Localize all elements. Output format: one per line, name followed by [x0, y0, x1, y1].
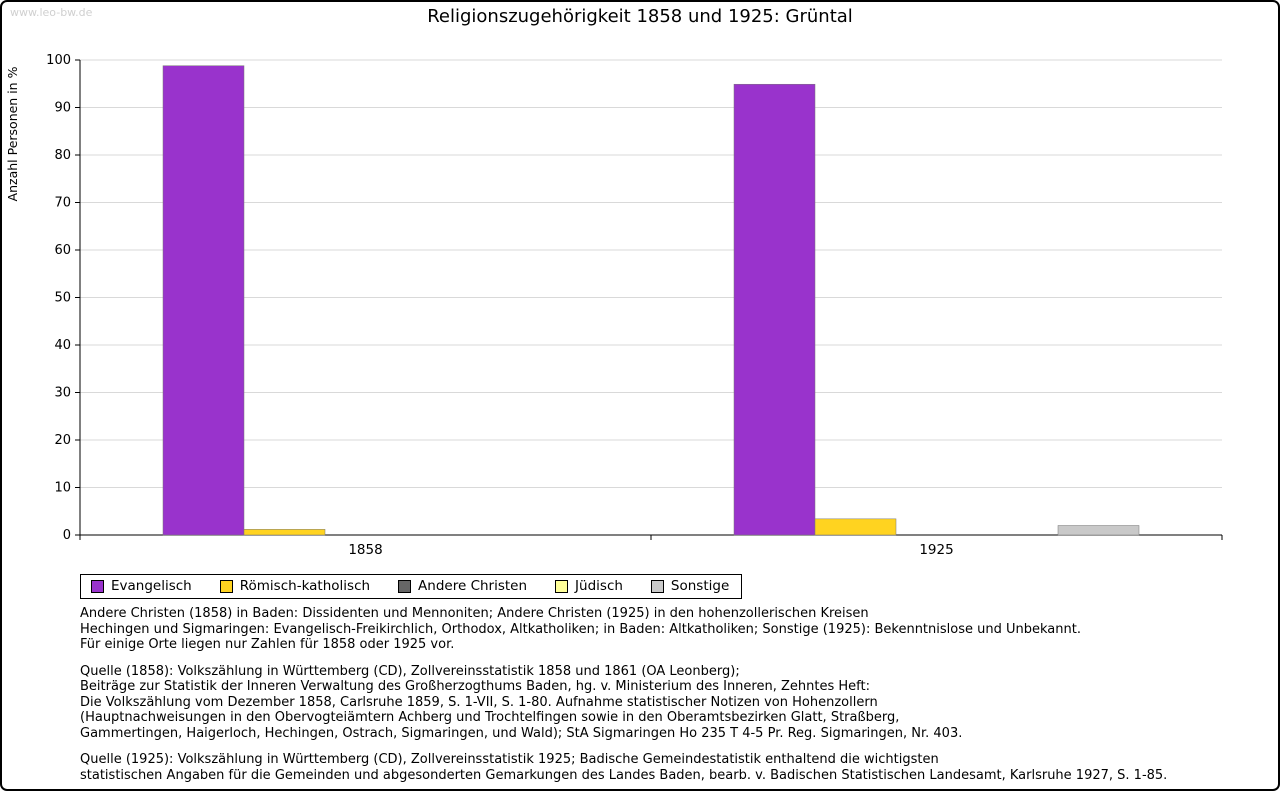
chart-title: Religionszugehörigkeit 1858 und 1925: Gr… — [427, 6, 853, 27]
bar-1925-Sonstige — [1057, 525, 1140, 536]
legend-item: Jüdisch — [555, 578, 623, 594]
footnote-source-1858: Quelle (1858): Volkszählung in Württembe… — [80, 663, 963, 741]
legend-item: Sonstige — [650, 578, 730, 594]
y-tick-label: 30 — [54, 386, 71, 401]
legend-label: Römisch-katholisch — [239, 578, 371, 594]
y-tick-label: 10 — [54, 481, 71, 496]
y-tick-label: 50 — [54, 291, 71, 306]
legend-swatch — [555, 579, 569, 593]
y-tick-label: 0 — [63, 528, 71, 543]
chart-legend: Evangelisch Römisch-katholisch Andere Chri… — [80, 574, 743, 599]
legend-swatch — [398, 579, 412, 593]
legend-item: Andere Christen — [398, 578, 527, 594]
bar-1925-Evangelisch — [733, 83, 816, 536]
legend-swatch — [91, 579, 104, 593]
x-tick-label: 1858 — [348, 542, 382, 558]
y-axis-label: Anzahl Personen in % — [5, 66, 20, 201]
legend-label: Andere Christen — [418, 578, 528, 594]
legend-item: Römisch-katholisch — [219, 578, 371, 594]
x-tick-label: 1925 — [919, 542, 953, 558]
y-tick-label: 60 — [54, 243, 71, 258]
y-tick-label: 70 — [54, 196, 71, 211]
y-tick-label: 90 — [54, 101, 71, 116]
bar-1858-Römisch-katholisch — [243, 529, 326, 536]
legend-swatch — [219, 579, 233, 593]
legend-item: Evangelisch — [91, 578, 192, 594]
legend-label: Evangelisch — [111, 578, 192, 594]
y-tick-label: 20 — [54, 433, 71, 448]
legend-label: Sonstige — [670, 578, 730, 594]
y-tick-label: 40 — [54, 338, 71, 353]
bar-1858-Evangelisch — [162, 65, 245, 536]
bar-chart: 0 10 20 30 40 50 60 70 80 90 100 1858 1925 Anzahl Per… — [5, 53, 1223, 558]
legend-swatch — [650, 579, 664, 593]
legend-label: Jüdisch — [575, 578, 623, 594]
footnote-source-1925: Quelle (1925): Volkszählung in Württembe… — [80, 752, 1168, 783]
watermark: www.leo-bw.de — [10, 6, 93, 19]
bar-1925-Römisch-katholisch — [814, 518, 897, 536]
y-tick-label: 100 — [46, 53, 71, 68]
footnote-definitions: Andere Christen (1858) in Baden: Disside… — [80, 606, 1081, 652]
footnotes: Andere Christen (1858) in Baden: Disside… — [80, 606, 1258, 789]
y-tick-label: 80 — [54, 148, 71, 163]
